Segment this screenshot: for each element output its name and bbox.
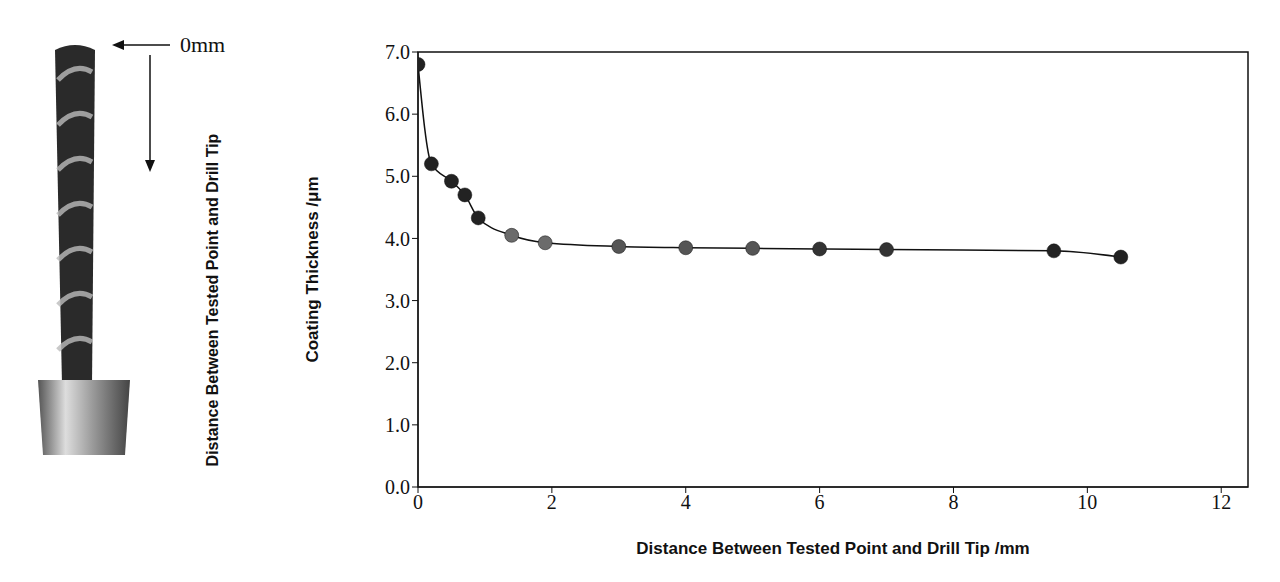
svg-text:3.0: 3.0 bbox=[385, 290, 410, 312]
svg-text:10: 10 bbox=[1077, 491, 1097, 513]
svg-text:1.0: 1.0 bbox=[385, 414, 410, 436]
svg-text:Coating Thickness /μm: Coating Thickness /μm bbox=[303, 176, 322, 362]
svg-text:4.0: 4.0 bbox=[385, 228, 410, 250]
svg-text:6: 6 bbox=[815, 491, 825, 513]
svg-text:0: 0 bbox=[413, 491, 423, 513]
svg-text:Distance Between Tested Point: Distance Between Tested Point and Drill … bbox=[204, 133, 221, 466]
svg-text:5.0: 5.0 bbox=[385, 165, 410, 187]
svg-text:Distance Between Tested Point: Distance Between Tested Point and Drill … bbox=[636, 539, 1029, 558]
svg-text:2: 2 bbox=[547, 491, 557, 513]
svg-text:0.0: 0.0 bbox=[385, 476, 410, 498]
svg-text:7.0: 7.0 bbox=[385, 41, 410, 63]
svg-text:8: 8 bbox=[948, 491, 958, 513]
svg-text:12: 12 bbox=[1211, 491, 1231, 513]
svg-text:6.0: 6.0 bbox=[385, 103, 410, 125]
svg-text:0mm: 0mm bbox=[180, 32, 225, 57]
svg-text:2.0: 2.0 bbox=[385, 352, 410, 374]
svg-text:4: 4 bbox=[681, 491, 691, 513]
